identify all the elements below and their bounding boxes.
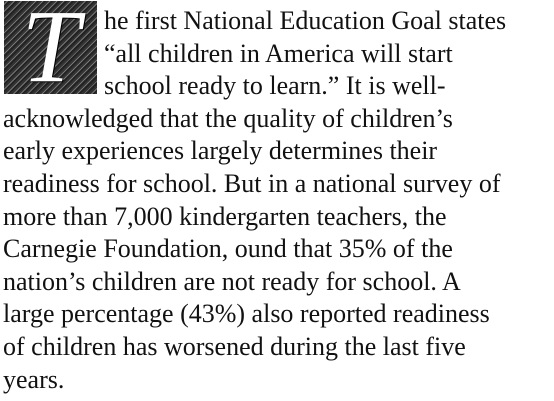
text-line: of children has worsened during the last… — [3, 330, 466, 363]
text-line: early experiences largely determines the… — [3, 134, 437, 167]
text-line: more than 7,000 kindergarten teachers, t… — [3, 200, 447, 233]
text-line: school ready to learn.” It is well- — [104, 69, 446, 102]
drop-cap-letter: T — [4, 0, 97, 99]
text-line: large percentage (43%) also reported rea… — [3, 297, 490, 330]
text-line: years. — [3, 363, 64, 396]
text-line: Carnegie Foundation, ound that 35% of th… — [3, 232, 453, 265]
text-line: he first National Education Goal states — [104, 4, 506, 37]
text-line: readiness for school. But in a national … — [3, 167, 501, 200]
text-line: “all children in America will start — [104, 37, 453, 70]
text-line: acknowledged that the quality of childre… — [3, 102, 453, 135]
page: T he first National Education Goal state… — [0, 0, 554, 401]
text-line: nation’s children are not ready for scho… — [3, 265, 461, 298]
drop-cap: T — [4, 1, 97, 94]
